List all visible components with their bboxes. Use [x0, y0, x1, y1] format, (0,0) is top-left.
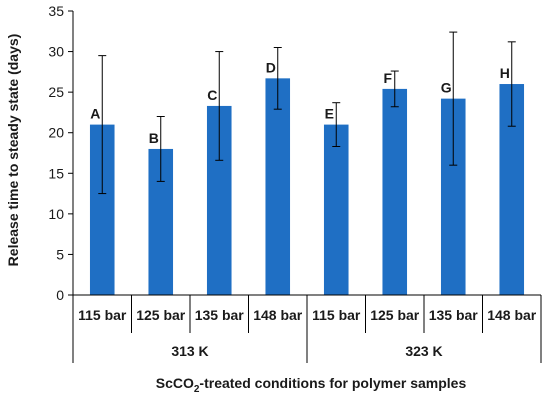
x-tick-label: 125 bar — [370, 307, 420, 323]
bar — [265, 78, 291, 295]
bar — [323, 124, 349, 295]
y-tick-label: 20 — [48, 125, 64, 141]
x-tick-label: 148 bar — [253, 307, 303, 323]
y-tick-label: 0 — [56, 287, 64, 303]
bar-letter: E — [325, 106, 334, 122]
bar-letter: D — [266, 59, 276, 75]
y-tick-label: 15 — [48, 165, 64, 181]
bar — [382, 88, 408, 295]
y-tick-label: 5 — [56, 246, 64, 262]
y-tick-label: 10 — [48, 206, 64, 222]
bar-letter-labels: A B C D E F G H — [90, 59, 510, 146]
bars — [89, 78, 525, 296]
x-tick-label: 148 bar — [487, 307, 537, 323]
group-label: 313 K — [171, 343, 208, 359]
x-axis-label: ScCO2-treated conditions for polymer sam… — [156, 375, 467, 395]
x-axis-label-pre: ScCO — [156, 375, 194, 391]
error-bars — [98, 31, 516, 195]
y-tick-label: 30 — [48, 44, 64, 60]
bar-letter: B — [149, 130, 159, 146]
x-axis: 115 bar 125 bar 135 bar 148 bar 115 bar 125 b… — [73, 294, 542, 363]
bar-letter: F — [383, 70, 392, 86]
y-tick-label: 35 — [48, 3, 64, 19]
y-tick-label: 25 — [48, 84, 64, 100]
x-tick-label: 115 bar — [312, 307, 361, 323]
x-tick-label: 125 bar — [136, 307, 186, 323]
bar-letter: C — [207, 87, 217, 103]
y-axis-label: Release time to steady state (days) — [5, 34, 21, 267]
x-tick-label: 135 bar — [429, 307, 479, 323]
bar-letter: H — [500, 65, 510, 81]
x-tick-label: 135 bar — [195, 307, 245, 323]
bar-letter: A — [90, 106, 100, 122]
x-tick-label: 115 bar — [78, 307, 127, 323]
bar-letter: G — [441, 80, 452, 96]
x-axis-label-sub: 2 — [194, 384, 200, 395]
group-label: 323 K — [405, 343, 442, 359]
x-axis-label-post: -treated conditions for polymer samples — [199, 375, 466, 391]
y-axis: 0 5 10 15 20 25 30 35 — [48, 3, 74, 363]
